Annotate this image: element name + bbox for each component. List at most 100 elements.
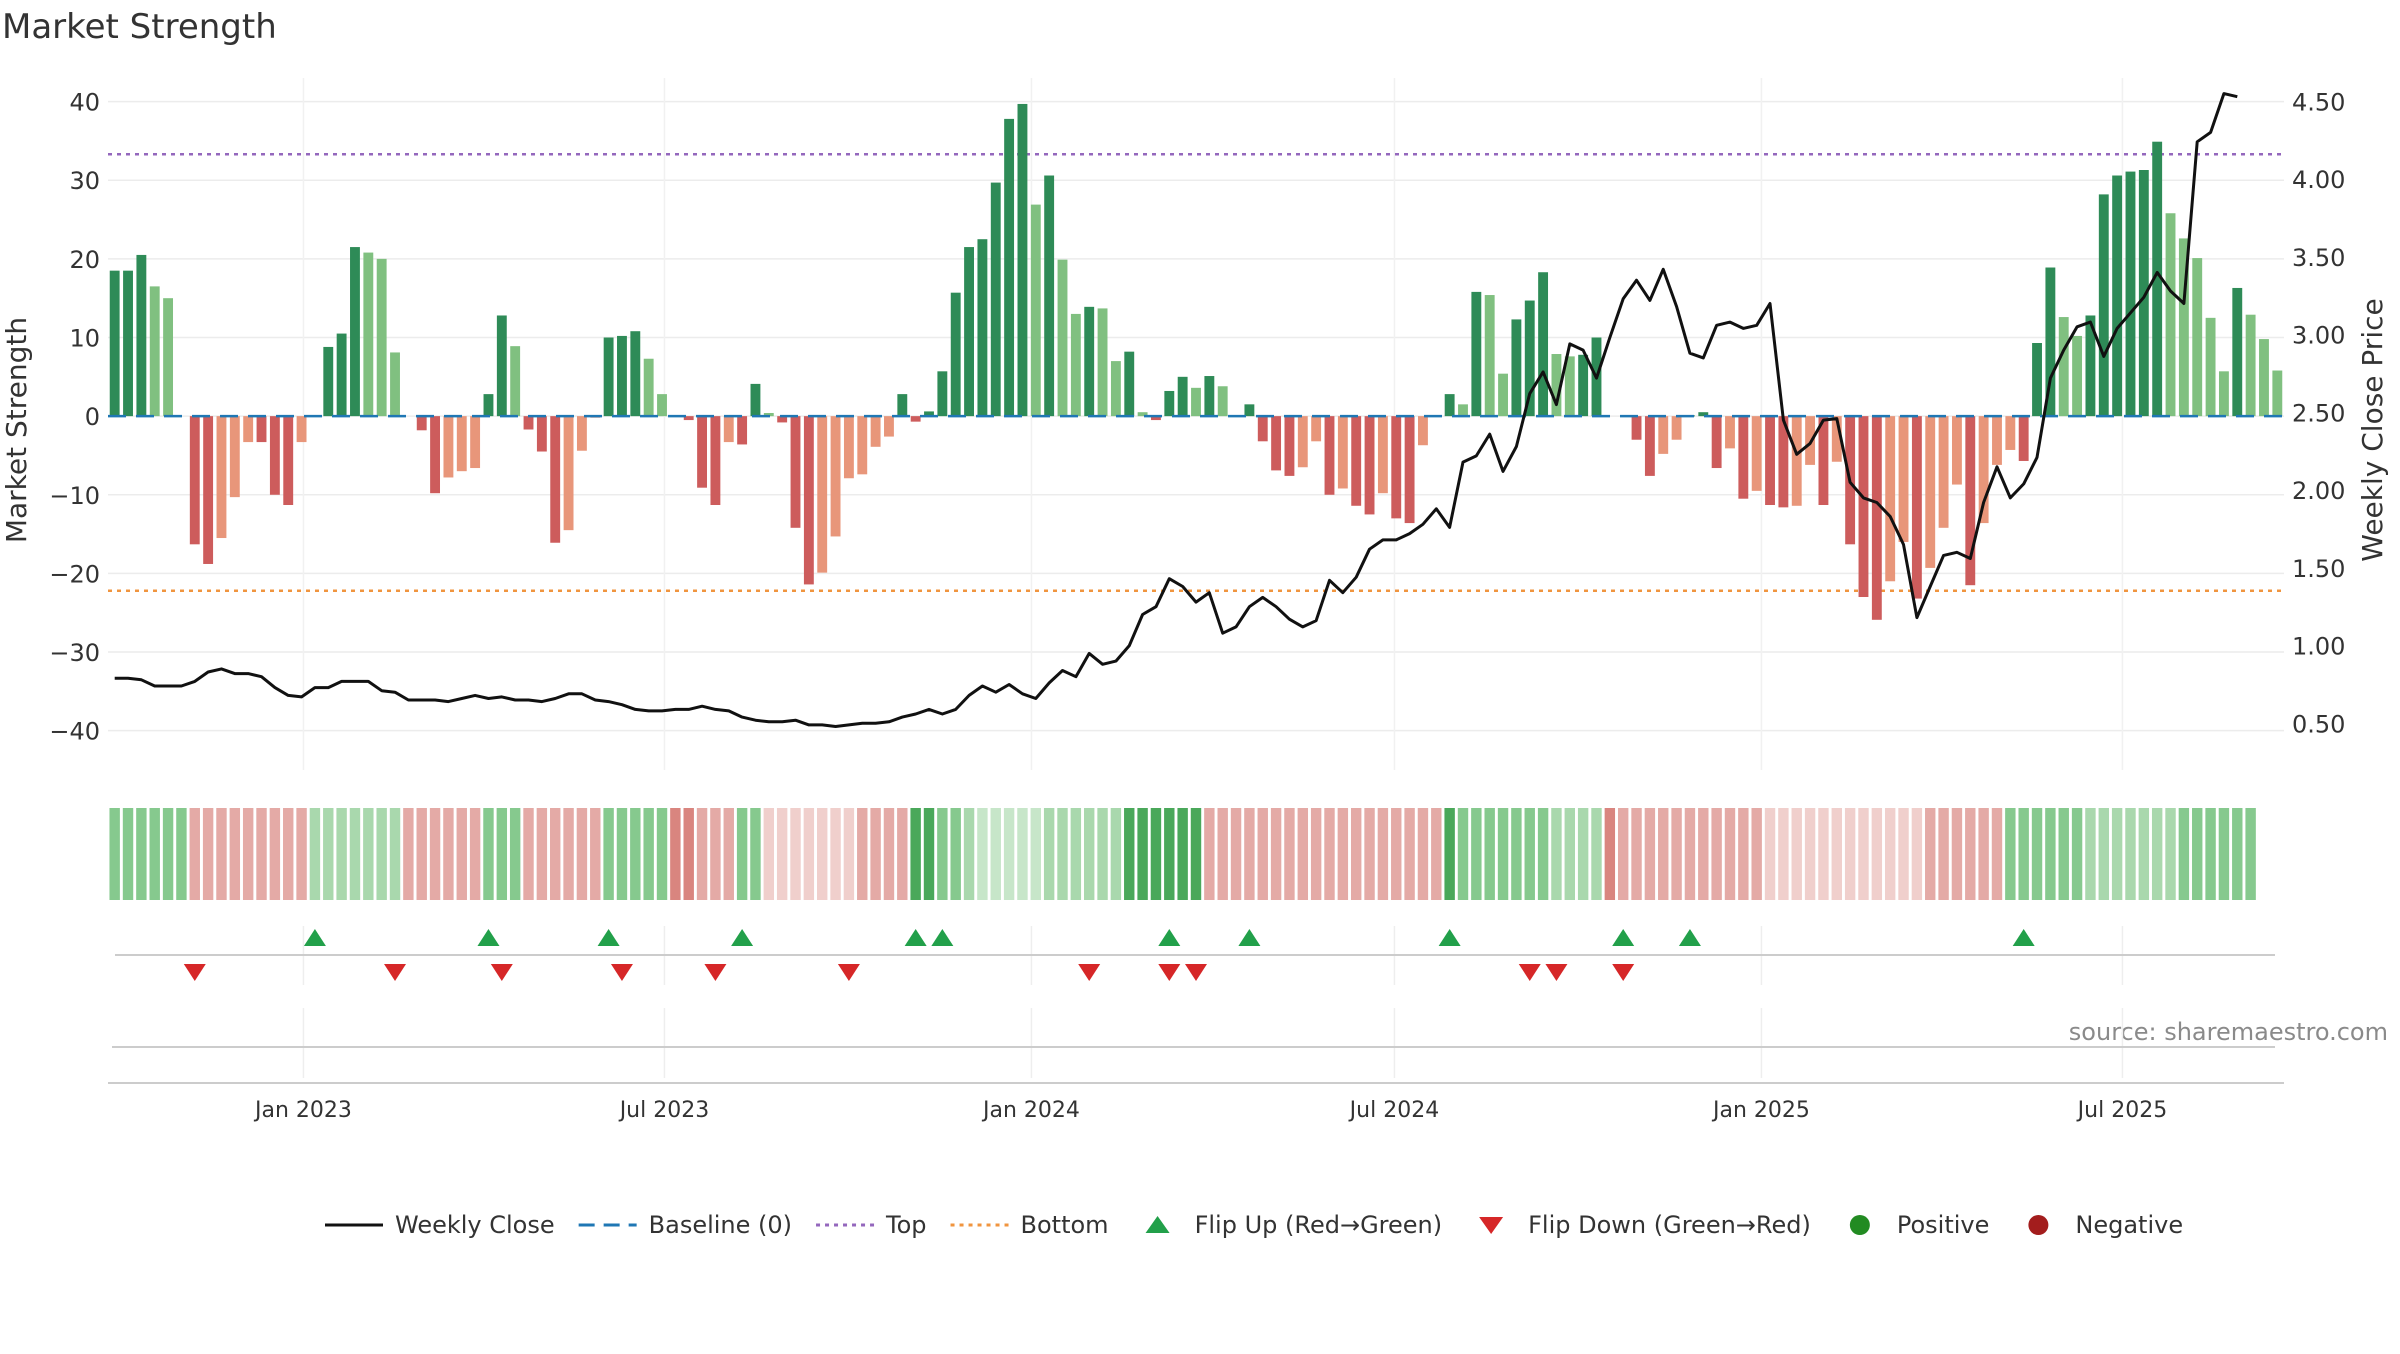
regime-band [109, 808, 2256, 900]
strength-bar-negative [216, 416, 227, 539]
y-right-label: Weekly Close Price [2356, 298, 2389, 561]
regime-cell [1951, 808, 1963, 900]
regime-cell [1377, 808, 1389, 900]
regime-cell [2111, 808, 2123, 900]
strength-bar-negative [1711, 416, 1722, 469]
strength-bar-negative [296, 416, 307, 443]
y-right-tick-label: 4.00 [2292, 166, 2345, 194]
strength-bar-negative [1858, 416, 1869, 597]
strength-bar-negative [1898, 416, 1909, 542]
regime-cell [1404, 808, 1415, 900]
strength-bar-negative [1377, 416, 1388, 494]
strength-bar-negative [830, 416, 841, 537]
regime-cell [2005, 808, 2016, 900]
strength-bar-negative [1351, 416, 1362, 506]
strength-bar-positive [937, 371, 948, 417]
strength-bar-positive [1097, 308, 1108, 417]
regime-cell [1738, 808, 1749, 900]
legend-item[interactable]: Positive [1849, 1211, 1990, 1239]
legend-label: Baseline (0) [649, 1211, 792, 1239]
regime-cell [2085, 808, 2096, 900]
x-tick-label: Jul 2024 [1348, 1098, 1440, 1123]
regime-cell [1911, 808, 1923, 900]
y-right-tick-label: 3.00 [2292, 322, 2345, 350]
strength-bar-positive [2072, 335, 2083, 417]
regime-cell [1244, 808, 1255, 900]
regime-cell [963, 808, 975, 900]
strength-bar-positive [990, 182, 1001, 417]
strength-bar-negative [1284, 416, 1295, 476]
legend-item[interactable]: Negative [2028, 1211, 2183, 1239]
legend-item[interactable]: Top [816, 1211, 927, 1239]
strength-bar-negative [1751, 416, 1762, 491]
strength-bar-negative [1925, 416, 1936, 568]
regime-cell [2045, 808, 2056, 900]
strength-bar-negative [1404, 416, 1415, 524]
regime-cell [2205, 808, 2216, 900]
legend-item[interactable]: Weekly Close [325, 1211, 555, 1239]
strength-bar-negative [1738, 416, 1749, 499]
regime-cell [1791, 808, 1802, 900]
regime-cell [883, 808, 895, 900]
strength-bar-negative [1978, 416, 1989, 524]
regime-cell [483, 808, 494, 900]
strength-bar-positive [2205, 317, 2216, 417]
strength-bar-positive [1511, 319, 1522, 417]
regime-cell [202, 808, 214, 900]
source-label: source: sharemaestro.com [2069, 1018, 2388, 1046]
strength-bar-positive [763, 412, 774, 417]
regime-cell [536, 808, 548, 900]
strength-bar-positive [123, 270, 133, 417]
regime-cell [176, 808, 187, 900]
regime-cell [1097, 808, 1108, 900]
regime-cell [443, 808, 454, 900]
regime-cell [656, 808, 668, 900]
regime-cell [1671, 808, 1682, 900]
strength-bar-negative [1938, 416, 1949, 528]
strength-bar-positive [2245, 314, 2256, 417]
strength-bar-negative [563, 416, 574, 531]
regime-cell [1444, 808, 1455, 900]
regime-cell [2245, 808, 2256, 900]
regime-cell [496, 808, 508, 900]
regime-cell [2178, 808, 2190, 900]
regime-cell [990, 808, 1001, 900]
regime-cell [1110, 808, 1122, 900]
strength-bar-positive [1217, 386, 1228, 417]
regime-cell [149, 808, 160, 900]
strength-bar-positive [2045, 267, 2056, 417]
regime-cell [109, 808, 120, 900]
flip-down-marker [1185, 964, 1207, 981]
legend-item[interactable]: Baseline (0) [578, 1211, 792, 1239]
strength-bar-negative [1765, 416, 1775, 505]
strength-bar-positive [2192, 258, 2203, 417]
strength-bar-positive [496, 315, 507, 417]
strength-bar-positive [1484, 295, 1495, 417]
strength-bar-positive [2085, 315, 2096, 417]
flip-down-marker [490, 964, 513, 981]
regime-cell [242, 808, 254, 900]
strength-bar-positive [750, 383, 761, 417]
regime-cell [1284, 808, 1295, 900]
legend-item[interactable]: Flip Up (Red→Green) [1145, 1211, 1443, 1239]
strength-bar-negative [1658, 416, 1669, 454]
strength-bar-positive [2125, 171, 2136, 417]
strength-bar-negative [1151, 416, 1161, 421]
regime-cell [429, 808, 441, 900]
legend-item[interactable]: Bottom [950, 1211, 1109, 1239]
strength-bar-negative [1631, 416, 1642, 440]
regime-cell [1511, 808, 1522, 900]
regime-cell [456, 808, 467, 900]
strength-bar-negative [243, 416, 254, 443]
strength-bar-negative [2005, 416, 2016, 450]
strength-bar-positive [2058, 317, 2069, 417]
legend-item[interactable]: Flip Down (Green→Red) [1479, 1211, 1811, 1239]
regime-cell [1858, 808, 1869, 900]
regime-cell [2018, 808, 2029, 900]
x-tick-label: Jan 2024 [981, 1098, 1080, 1123]
regime-cell [1364, 808, 1375, 900]
regime-cell [2058, 808, 2069, 900]
strength-bars [109, 103, 2283, 620]
regime-cell [1310, 808, 1322, 900]
y-left-tick-label: −30 [49, 639, 100, 667]
